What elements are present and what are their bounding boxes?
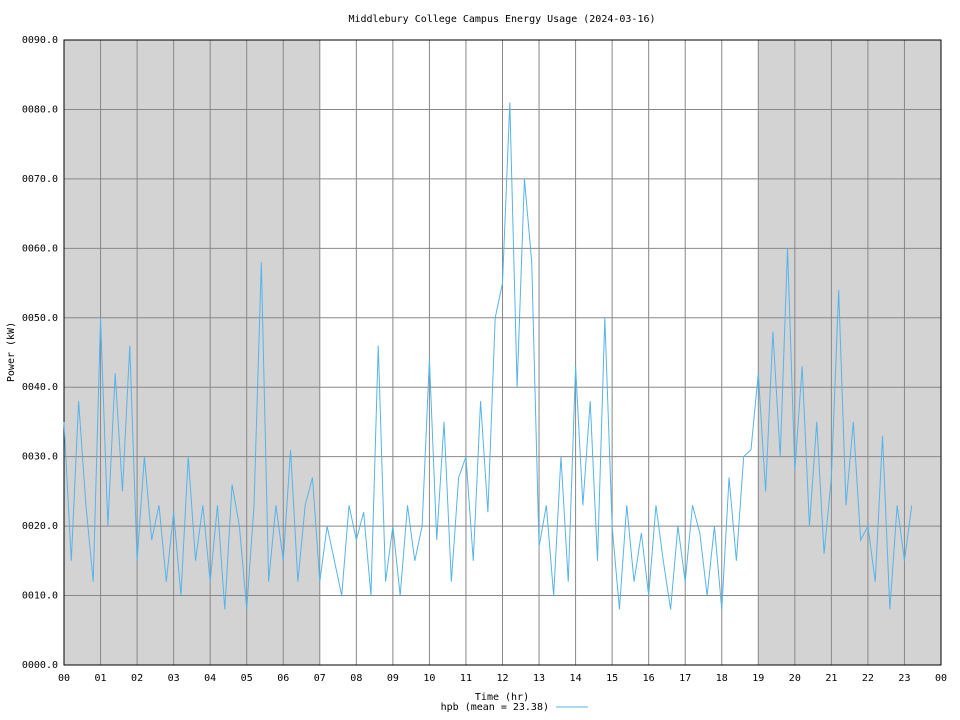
y-tick-label: 0020.0	[22, 521, 58, 532]
x-tick-label: 10	[423, 673, 435, 684]
x-axis-label: Time (hr)	[475, 692, 529, 703]
x-tick-label: 00	[58, 673, 70, 684]
x-tick-label: 22	[862, 673, 874, 684]
x-tick-label: 12	[496, 673, 508, 684]
x-tick-label: 19	[752, 673, 764, 684]
x-tick-label: 05	[241, 673, 253, 684]
chart-title: Middlebury College Campus Energy Usage (…	[348, 14, 655, 25]
x-tick-label: 20	[789, 673, 801, 684]
x-tick-label: 17	[679, 673, 691, 684]
x-tick-label: 23	[898, 673, 910, 684]
x-tick-label: 18	[716, 673, 728, 684]
x-tick-label: 13	[533, 673, 545, 684]
shaded-region	[758, 40, 941, 665]
x-tick-label: 00	[935, 673, 947, 684]
x-tick-label: 08	[350, 673, 362, 684]
legend-label: hpb (mean = 23.38)	[441, 702, 549, 713]
y-tick-label: 0090.0	[22, 35, 58, 46]
x-tick-label: 09	[387, 673, 399, 684]
x-tick-label: 02	[131, 673, 143, 684]
y-tick-label: 0080.0	[22, 104, 58, 115]
y-tick-label: 0000.0	[22, 660, 58, 671]
x-tick-label: 14	[570, 673, 582, 684]
y-axis-label: Power (kW)	[6, 322, 17, 382]
x-tick-label: 21	[825, 673, 837, 684]
data-line	[63, 102, 913, 610]
x-tick-label: 15	[606, 673, 618, 684]
x-tick-label: 04	[204, 673, 216, 684]
x-tick-label: 16	[643, 673, 655, 684]
x-tick-label: 11	[460, 673, 472, 684]
y-tick-label: 0010.0	[22, 591, 58, 602]
y-tick-label: 0030.0	[22, 452, 58, 463]
x-tick-label: 01	[95, 673, 107, 684]
y-tick-label: 0070.0	[22, 174, 58, 185]
x-tick-label: 06	[277, 673, 289, 684]
shaded-region	[64, 40, 320, 665]
x-tick-label: 07	[314, 673, 326, 684]
y-tick-label: 0040.0	[22, 382, 58, 393]
y-tick-label: 0060.0	[22, 243, 58, 254]
plot-frame	[63, 39, 942, 666]
y-tick-label: 0050.0	[22, 313, 58, 324]
x-tick-label: 03	[168, 673, 180, 684]
